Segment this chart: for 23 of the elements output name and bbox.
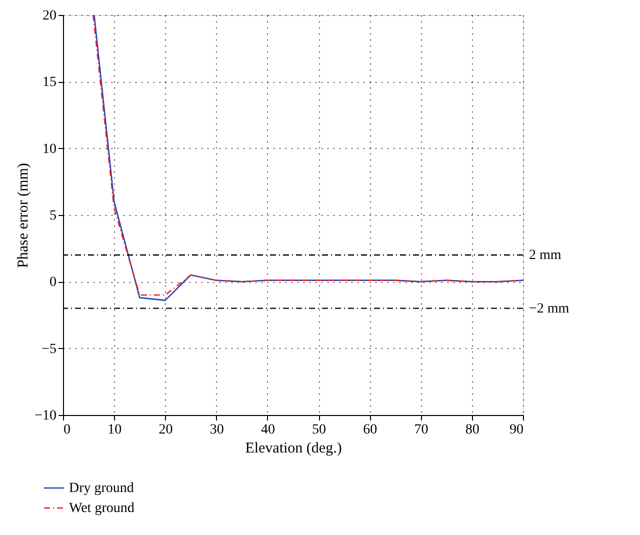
x-tick-label: 70	[414, 422, 428, 438]
y-tick-label: −5	[42, 342, 56, 357]
y-tick-label: 10	[42, 142, 56, 157]
legend-label: Dry ground	[69, 481, 134, 496]
y-tick-label: −10	[34, 408, 56, 424]
x-tick-label: 20	[158, 422, 173, 438]
y-tick-label: 0	[50, 275, 56, 290]
x-tick-label: 60	[363, 422, 378, 438]
y-tick-label: 15	[42, 75, 56, 90]
legend-label: Wet ground	[69, 501, 134, 516]
x-tick-label: 30	[210, 422, 224, 438]
y-tick-label: 5	[50, 208, 56, 224]
x-tick-label: 0	[64, 422, 70, 438]
x-tick-label: 10	[108, 422, 122, 438]
ref-line-label: 2 mm	[529, 248, 562, 263]
x-axis-title: Elevation (deg.)	[245, 440, 342, 456]
x-tick-label: 50	[312, 422, 326, 438]
x-tick-label: 40	[260, 422, 275, 438]
y-tick-label: 20	[42, 8, 56, 24]
y-axis-title: Phase error (mm)	[16, 163, 32, 268]
ref-line-label: −2 mm	[529, 301, 570, 316]
x-tick-label: 80	[465, 422, 480, 438]
x-tick-label: 90	[510, 422, 524, 438]
